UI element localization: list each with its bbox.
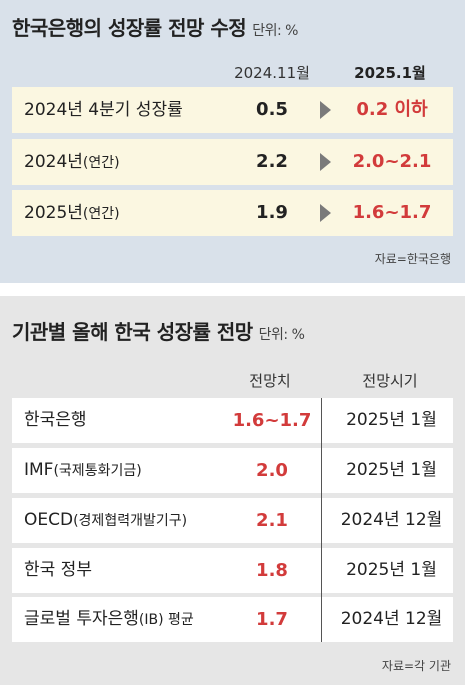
forecast-value: 2.0 bbox=[256, 460, 288, 481]
forecast-value: 2.1 bbox=[256, 510, 288, 531]
prev-value: 0.5 bbox=[256, 99, 288, 120]
arrow-right-icon bbox=[320, 204, 331, 222]
row-label: 한국은행 bbox=[24, 410, 87, 430]
row-label: 한국 정부 bbox=[24, 560, 92, 580]
new-value: 2.0~2.1 bbox=[352, 151, 432, 172]
row-label: 2025년(연간) bbox=[24, 203, 120, 223]
row-label: OECD(경제협력개발기구) bbox=[24, 510, 188, 530]
forecast-value: 1.7 bbox=[256, 609, 288, 630]
revision-panel: 한국은행의 성장률 전망 수정 단위: % 2024.11월 2025.1월 20… bbox=[0, 0, 465, 283]
col-header-time: 전망시기 bbox=[362, 372, 418, 390]
table-row: OECD(경제협력개발기구) 2.1 2024년 12월 bbox=[12, 498, 453, 543]
new-value: 1.6~1.7 bbox=[352, 202, 432, 223]
arrow-right-icon bbox=[320, 101, 331, 119]
table-row: 한국 정부 1.8 2025년 1월 bbox=[12, 548, 453, 593]
row-label: 2024년 4분기 성장률 bbox=[24, 100, 183, 120]
revision-unit: 단위: % bbox=[252, 23, 298, 39]
source-note: 자료=한국은행 bbox=[374, 252, 451, 266]
forecast-value: 1.6~1.7 bbox=[232, 410, 312, 431]
institution-title: 기관별 올해 한국 성장률 전망 단위: % bbox=[12, 320, 305, 344]
arrow-right-icon bbox=[320, 153, 331, 171]
new-value: 0.2 이하 bbox=[356, 99, 428, 120]
table-row: 2024년(연간) 2.2 2.0~2.1 bbox=[12, 139, 453, 185]
forecast-time: 2025년 1월 bbox=[346, 460, 437, 480]
forecast-time: 2024년 12월 bbox=[340, 510, 443, 530]
col-header-new: 2025.1월 bbox=[354, 64, 426, 82]
forecast-value: 1.8 bbox=[256, 560, 288, 581]
row-label: 글로벌 투자은행(IB) 평균 bbox=[24, 609, 194, 629]
table-row: 2024년 4분기 성장률 0.5 0.2 이하 bbox=[12, 87, 453, 133]
column-divider bbox=[321, 398, 322, 642]
table-row: 한국은행 1.6~1.7 2025년 1월 bbox=[12, 398, 453, 443]
forecast-time: 2024년 12월 bbox=[340, 609, 443, 629]
col-header-prev: 2024.11월 bbox=[234, 64, 310, 82]
revision-title: 한국은행의 성장률 전망 수정 단위: % bbox=[12, 16, 298, 40]
source-note: 자료=각 기관 bbox=[381, 659, 451, 673]
forecast-time: 2025년 1월 bbox=[346, 410, 437, 430]
row-label: IMF(국제통화기금) bbox=[24, 460, 142, 480]
table-row: 글로벌 투자은행(IB) 평균 1.7 2024년 12월 bbox=[12, 597, 453, 642]
prev-value: 1.9 bbox=[256, 202, 288, 223]
col-header-value: 전망치 bbox=[249, 372, 291, 390]
table-row: IMF(국제통화기금) 2.0 2025년 1월 bbox=[12, 448, 453, 493]
forecast-time: 2025년 1월 bbox=[346, 560, 437, 580]
institution-unit: 단위: % bbox=[258, 327, 305, 343]
table-row: 2025년(연간) 1.9 1.6~1.7 bbox=[12, 190, 453, 236]
prev-value: 2.2 bbox=[256, 151, 288, 172]
row-label: 2024년(연간) bbox=[24, 152, 120, 172]
